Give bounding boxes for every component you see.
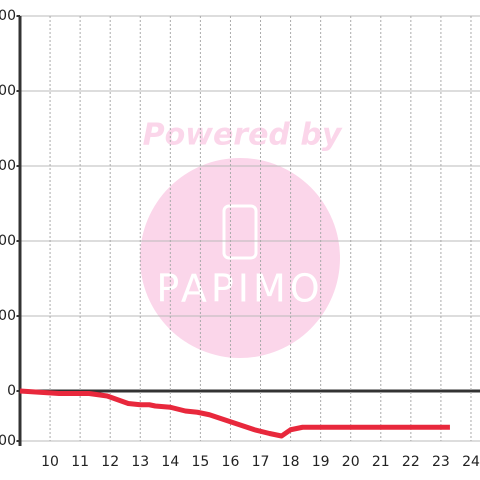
x-tick-label: 24 [462,454,480,470]
x-tick-label: 10 [41,454,59,470]
y-tick-label: 0 [7,383,16,399]
x-tick-label: 13 [131,454,149,470]
x-tick-label: 14 [161,454,179,470]
x-tick-label: 16 [222,454,240,470]
watermark: Powered by PAPIMO [140,118,343,358]
x-tick-label: 17 [252,454,270,470]
watermark-text: Powered by [143,118,343,153]
watermark-logo: PAPIMO [156,267,323,311]
x-tick-label: 20 [342,454,360,470]
x-tick-label: 19 [312,454,330,470]
y-tick-label: -20,000 [0,433,16,449]
x-tick-label: 23 [432,454,450,470]
y-tick-label: 90,000 [0,158,16,174]
x-tick-label: 15 [191,454,209,470]
y-tick-label: 30,000 [0,308,16,324]
line [19,388,450,439]
y-tick-label: 60,000 [0,233,16,249]
x-tick-label: 11 [71,454,89,470]
x-tick-label: 21 [372,454,390,470]
x-tick-label: 22 [402,454,420,470]
y-tick-label: 120,000 [0,83,16,99]
x-tick-label: 12 [101,454,119,470]
watermark-icon [222,204,258,260]
x-tick-label: 18 [282,454,300,470]
y-tick-label: 150,000 [0,8,16,24]
